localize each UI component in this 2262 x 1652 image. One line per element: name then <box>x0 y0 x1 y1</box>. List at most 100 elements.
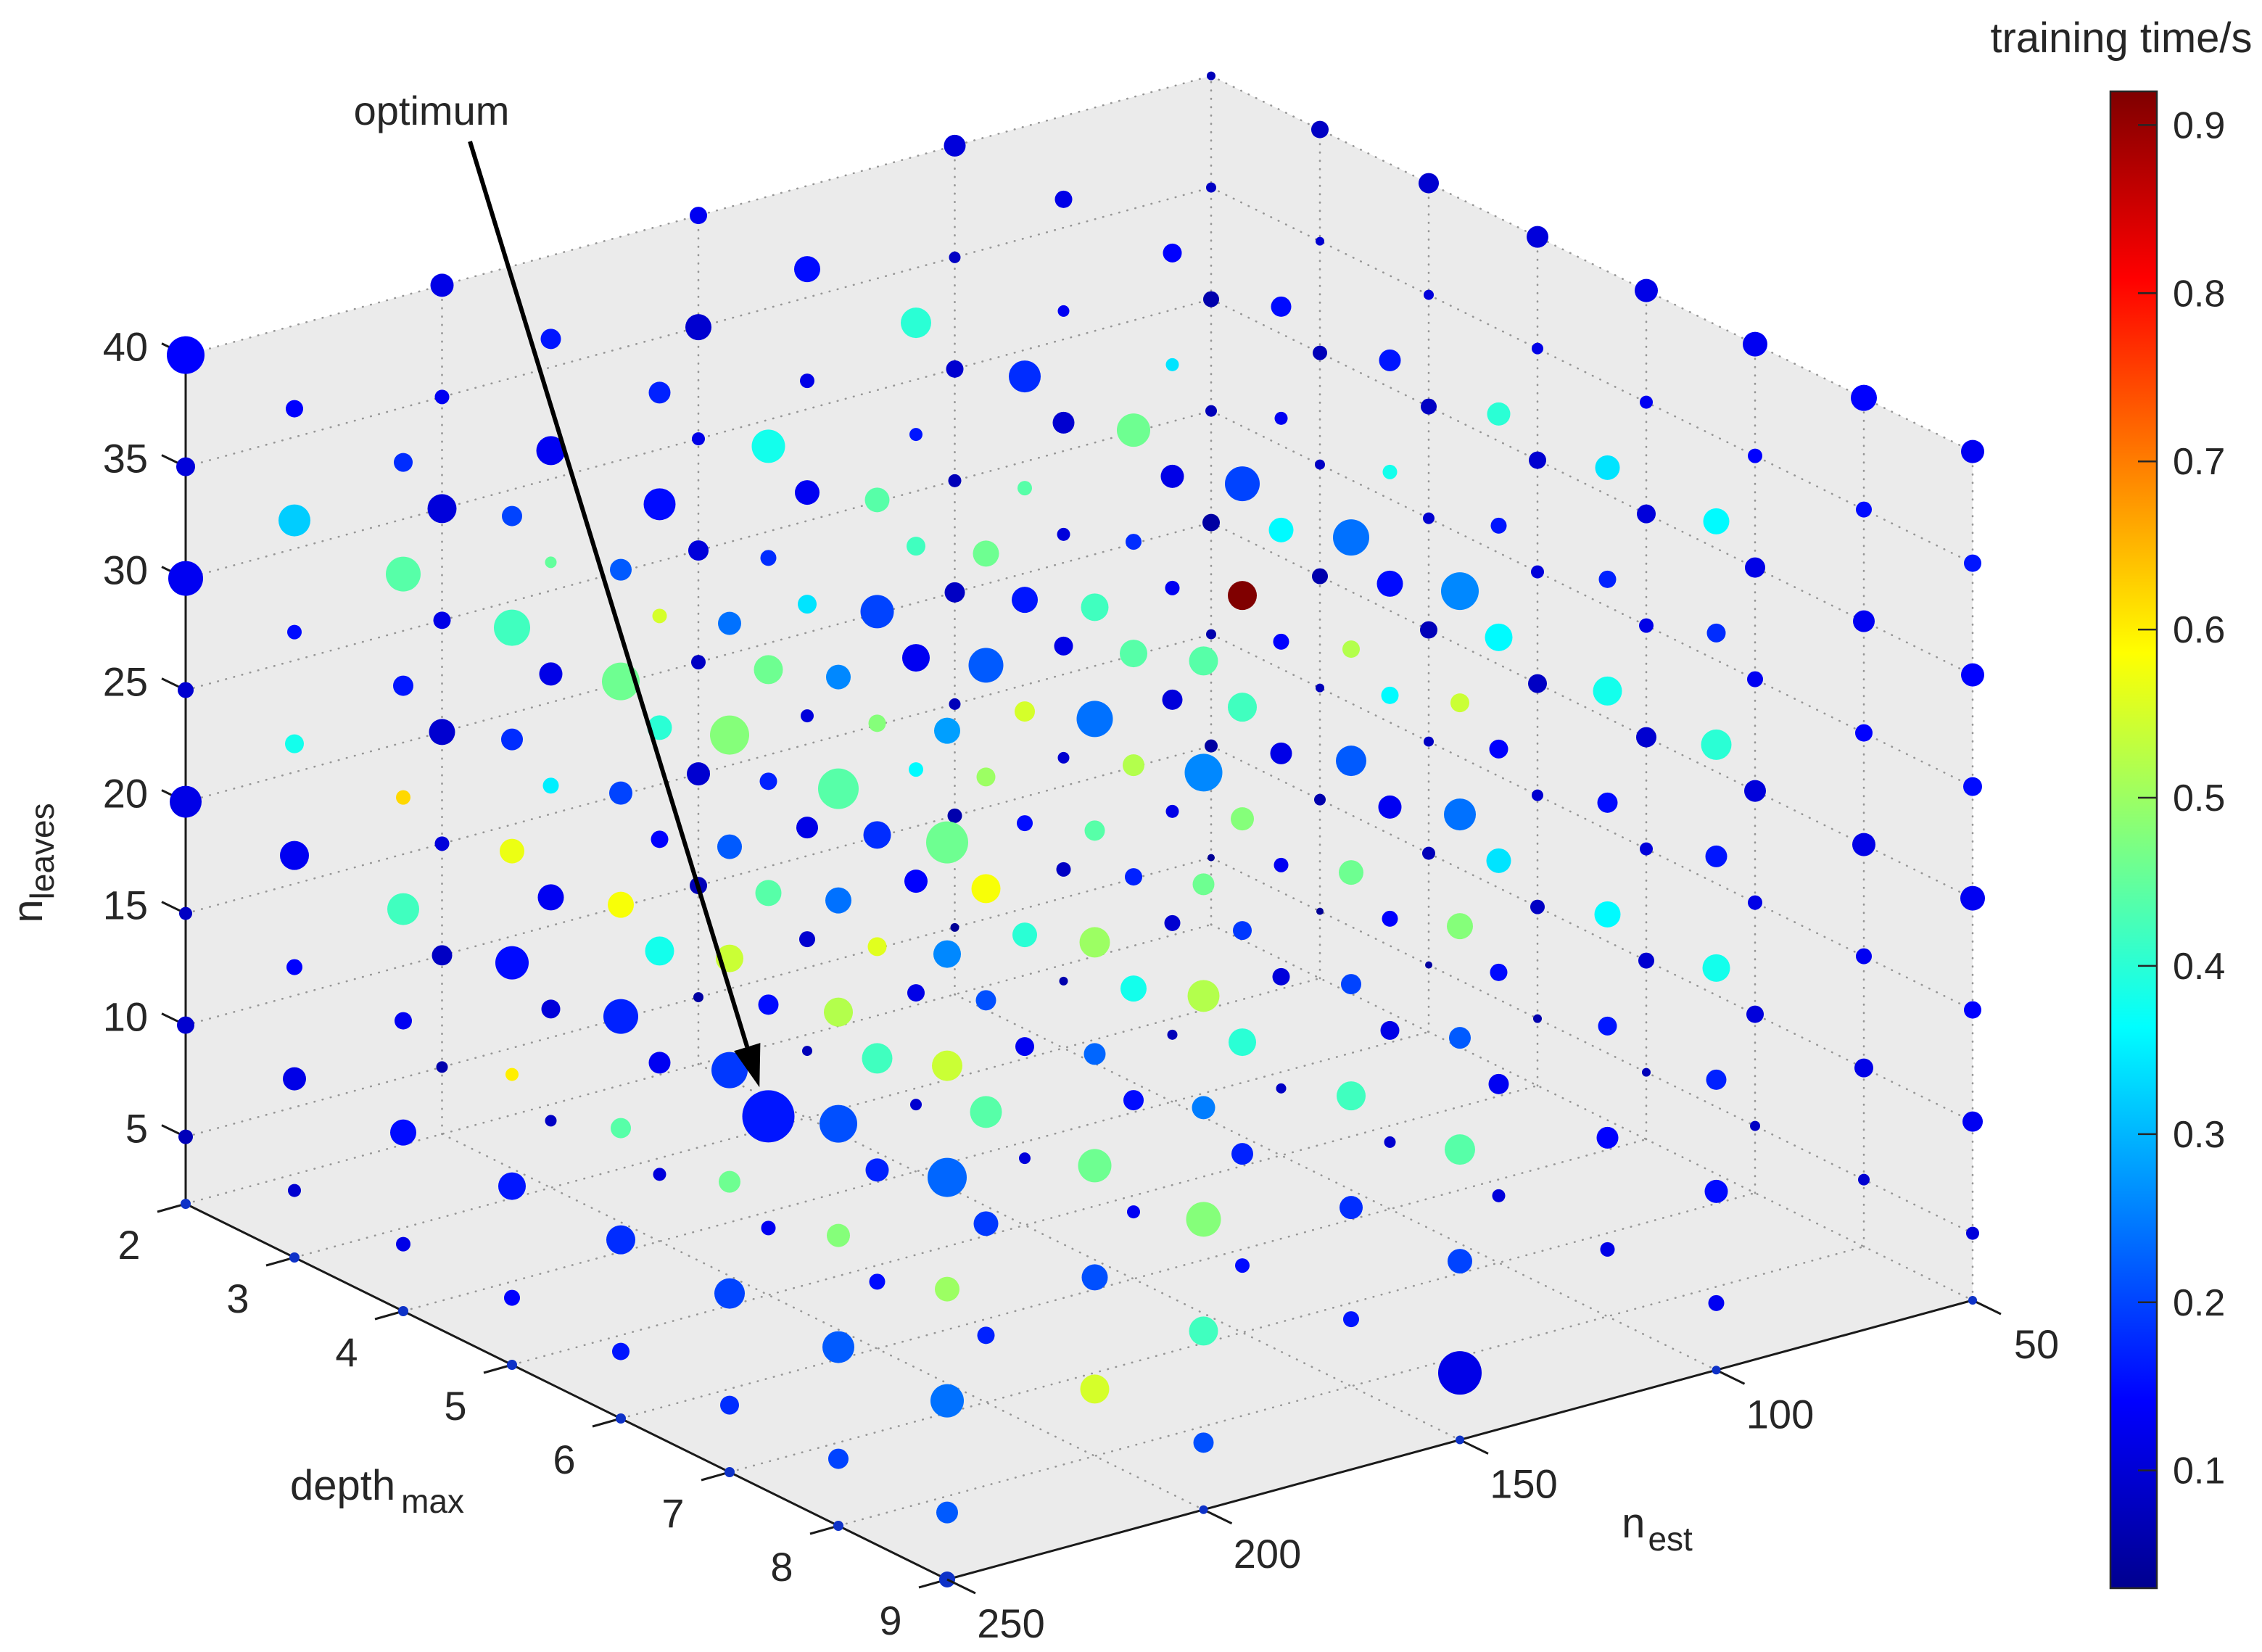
data-point <box>1208 854 1215 862</box>
data-point <box>1052 411 1075 434</box>
tick-dot <box>1456 1435 1464 1445</box>
data-point <box>603 999 638 1034</box>
data-point <box>396 1236 410 1252</box>
data-point <box>1444 798 1476 831</box>
data-point <box>1487 402 1511 426</box>
data-point <box>1203 291 1219 307</box>
data-point <box>495 946 529 980</box>
data-point <box>1117 413 1150 447</box>
data-point <box>1205 405 1217 417</box>
tick-label: 200 <box>1234 1531 1301 1577</box>
data-point <box>545 1115 557 1127</box>
data-point <box>280 841 309 870</box>
data-point <box>1595 455 1620 480</box>
data-point <box>536 436 566 466</box>
z-axis-title-sub: leaves <box>23 803 61 899</box>
data-point <box>907 984 925 1002</box>
data-point <box>799 931 815 948</box>
data-point <box>653 1168 666 1181</box>
data-point <box>935 1276 959 1302</box>
data-point <box>1597 792 1618 813</box>
tick-label: 250 <box>977 1601 1044 1646</box>
data-point <box>1423 512 1435 524</box>
data-point <box>434 389 450 405</box>
data-point <box>1205 739 1218 753</box>
data-point <box>950 922 959 932</box>
data-point <box>1636 727 1656 748</box>
tick-label: 20 <box>103 771 148 817</box>
data-point <box>828 1448 849 1469</box>
data-point <box>1015 701 1035 722</box>
data-point <box>1966 1226 1979 1240</box>
data-point <box>820 1104 857 1143</box>
data-point <box>1164 914 1181 931</box>
data-point <box>286 959 302 975</box>
tick-dot <box>1968 1296 1977 1305</box>
data-point <box>1855 724 1873 742</box>
data-point <box>685 314 711 341</box>
data-point <box>542 777 559 794</box>
data-point <box>932 1050 962 1081</box>
data-point <box>1527 226 1548 248</box>
plot-box-walls <box>186 75 1973 1579</box>
data-point <box>1078 1149 1112 1183</box>
colorbar-gradient <box>2109 90 2158 1590</box>
tick-dot <box>616 1413 626 1424</box>
tick-label: 5 <box>444 1383 466 1429</box>
data-point <box>720 1395 739 1415</box>
data-point <box>1165 358 1179 371</box>
data-point <box>1274 411 1288 425</box>
data-point <box>692 432 705 446</box>
tick-dot <box>398 1306 408 1316</box>
data-point <box>1316 907 1324 915</box>
data-point <box>1382 464 1398 479</box>
colorbar-tick-label: 0.8 <box>2173 273 2225 315</box>
data-point <box>1858 1173 1870 1186</box>
data-point <box>794 256 820 283</box>
data-point <box>869 1273 886 1290</box>
data-point <box>1229 1028 1256 1057</box>
data-point <box>1125 868 1142 886</box>
data-point <box>1531 565 1544 579</box>
data-point <box>1311 120 1329 139</box>
data-point <box>1421 398 1437 415</box>
data-point <box>1489 739 1508 759</box>
data-point <box>1750 1120 1760 1131</box>
data-point <box>178 1129 193 1144</box>
data-point <box>1189 646 1218 676</box>
data-point <box>1231 1143 1253 1165</box>
tick-dot <box>507 1360 517 1370</box>
data-point <box>1273 633 1289 650</box>
data-point <box>1379 349 1401 371</box>
data-point <box>862 1043 893 1074</box>
x-axis-title-main: depth <box>290 1462 395 1509</box>
data-point <box>822 1331 854 1363</box>
colorbar-tick-label: 0.9 <box>2173 104 2225 146</box>
data-point <box>1640 395 1653 409</box>
tick-label: 7 <box>661 1490 684 1536</box>
data-point <box>498 1172 526 1200</box>
data-point <box>936 1501 958 1524</box>
data-point <box>971 874 1001 904</box>
data-point <box>1163 243 1182 263</box>
data-point <box>711 1052 748 1089</box>
data-point <box>1748 448 1762 463</box>
data-point <box>1642 1067 1651 1077</box>
data-point <box>1448 1249 1472 1274</box>
x-axis-title-sub: max <box>401 1482 464 1520</box>
data-point <box>1640 842 1653 856</box>
data-point <box>825 887 851 914</box>
data-point <box>434 836 450 851</box>
data-point <box>1963 777 1982 796</box>
data-point <box>1704 1179 1728 1203</box>
data-point <box>909 428 922 442</box>
data-point <box>751 429 785 463</box>
tick-dot <box>289 1252 300 1263</box>
data-point <box>1127 1205 1140 1219</box>
data-point <box>1852 833 1875 856</box>
data-point <box>1206 629 1216 640</box>
data-point <box>1186 1202 1221 1237</box>
data-point <box>1745 557 1765 578</box>
data-point <box>1333 519 1369 556</box>
